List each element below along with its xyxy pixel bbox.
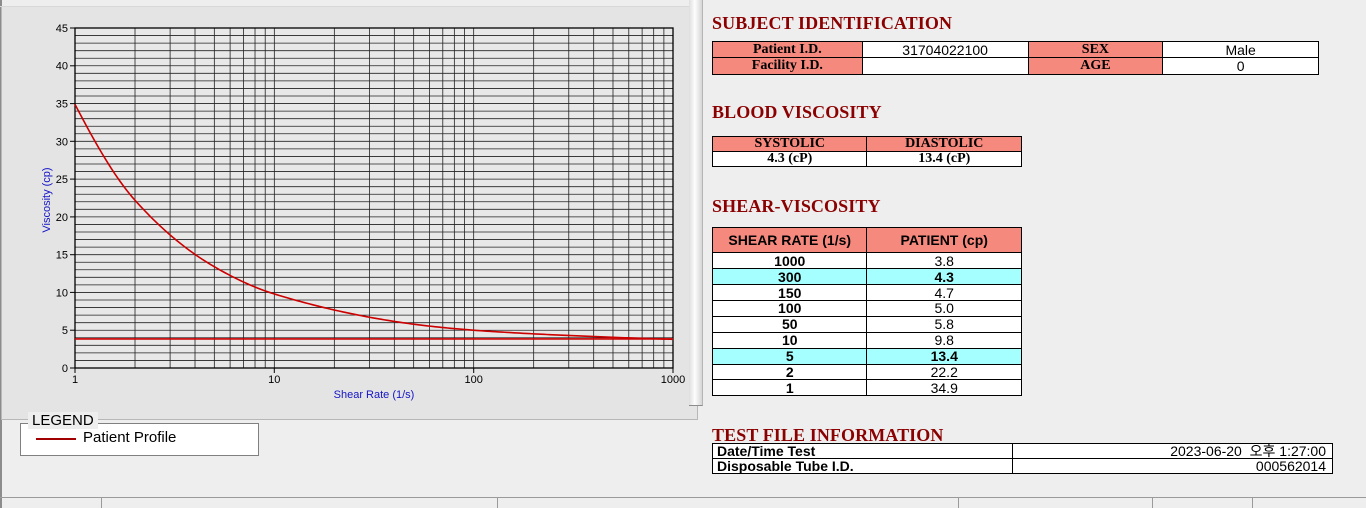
svg-text:30: 30 [56, 136, 68, 148]
svg-text:15: 15 [56, 250, 68, 262]
svg-text:100: 100 [465, 374, 483, 386]
svg-text:20: 20 [56, 212, 68, 224]
svg-text:1000: 1000 [661, 374, 685, 386]
svg-text:10: 10 [56, 287, 68, 299]
svg-text:45: 45 [56, 23, 68, 35]
svg-text:1: 1 [72, 374, 78, 386]
svg-text:0: 0 [62, 363, 68, 375]
svg-text:25: 25 [56, 174, 68, 186]
svg-text:5: 5 [62, 325, 68, 337]
svg-text:35: 35 [56, 99, 68, 111]
svg-text:40: 40 [56, 61, 68, 73]
svg-text:10: 10 [268, 374, 280, 386]
